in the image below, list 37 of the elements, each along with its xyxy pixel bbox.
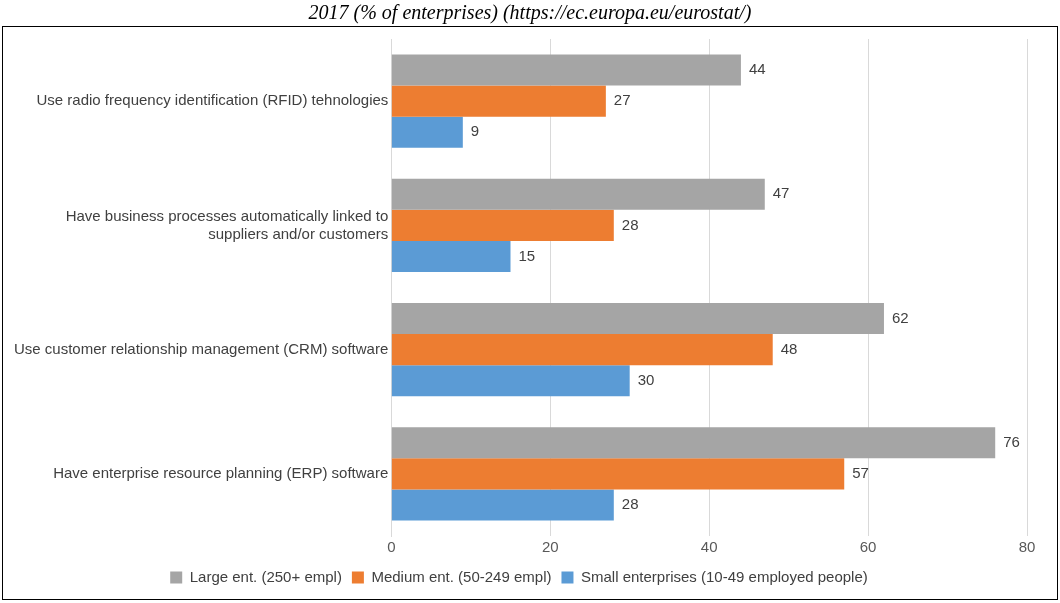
bar <box>391 178 765 210</box>
data-label: 44 <box>748 60 766 78</box>
data-label: 76 <box>1003 432 1020 450</box>
data-label: 28 <box>621 495 639 513</box>
bar <box>391 209 614 241</box>
bar <box>391 116 463 148</box>
data-label: 62 <box>891 308 909 326</box>
x-tick-label: 0 <box>387 538 396 556</box>
x-tick-label: 60 <box>859 538 877 556</box>
y-tick-label: Use customer relationship management (CRM) software <box>13 339 389 357</box>
bar <box>391 85 606 117</box>
data-label: 48 <box>780 339 798 357</box>
bar <box>391 240 511 272</box>
bar <box>391 334 773 366</box>
data-label: 9 <box>470 122 480 140</box>
data-label: 30 <box>637 370 655 388</box>
legend-label: Small enterprises (10-49 employed people) <box>580 567 868 585</box>
data-label: 28 <box>621 215 639 233</box>
y-tick-label: Have enterprise resource planning (ERP) software <box>53 464 389 482</box>
x-tick-label: 40 <box>700 538 718 556</box>
y-tick-label: Have business processes automatically linked to suppliers and/or customers <box>65 206 389 242</box>
legend-label: Medium ent. (50-249 empl) <box>371 567 552 585</box>
bar <box>391 489 614 521</box>
bar <box>391 427 996 459</box>
x-tick-label: 20 <box>541 538 559 556</box>
chart-title: 2017 (% of enterprises) (https://ec.europa.eu/eurostat/) <box>307 0 753 26</box>
data-label: 15 <box>518 246 536 264</box>
data-label: 57 <box>852 464 869 482</box>
bar <box>391 458 845 490</box>
data-label: 27 <box>613 91 631 109</box>
bar <box>391 54 741 86</box>
x-tick-label: 80 <box>1018 538 1036 556</box>
data-label: 47 <box>772 184 790 202</box>
bar <box>391 303 884 335</box>
legend-label: Large ent. (250+ empl) <box>189 567 342 585</box>
y-tick-label: Use radio frequency identification (RFID) tehnologies <box>36 91 389 109</box>
bar <box>391 365 630 397</box>
